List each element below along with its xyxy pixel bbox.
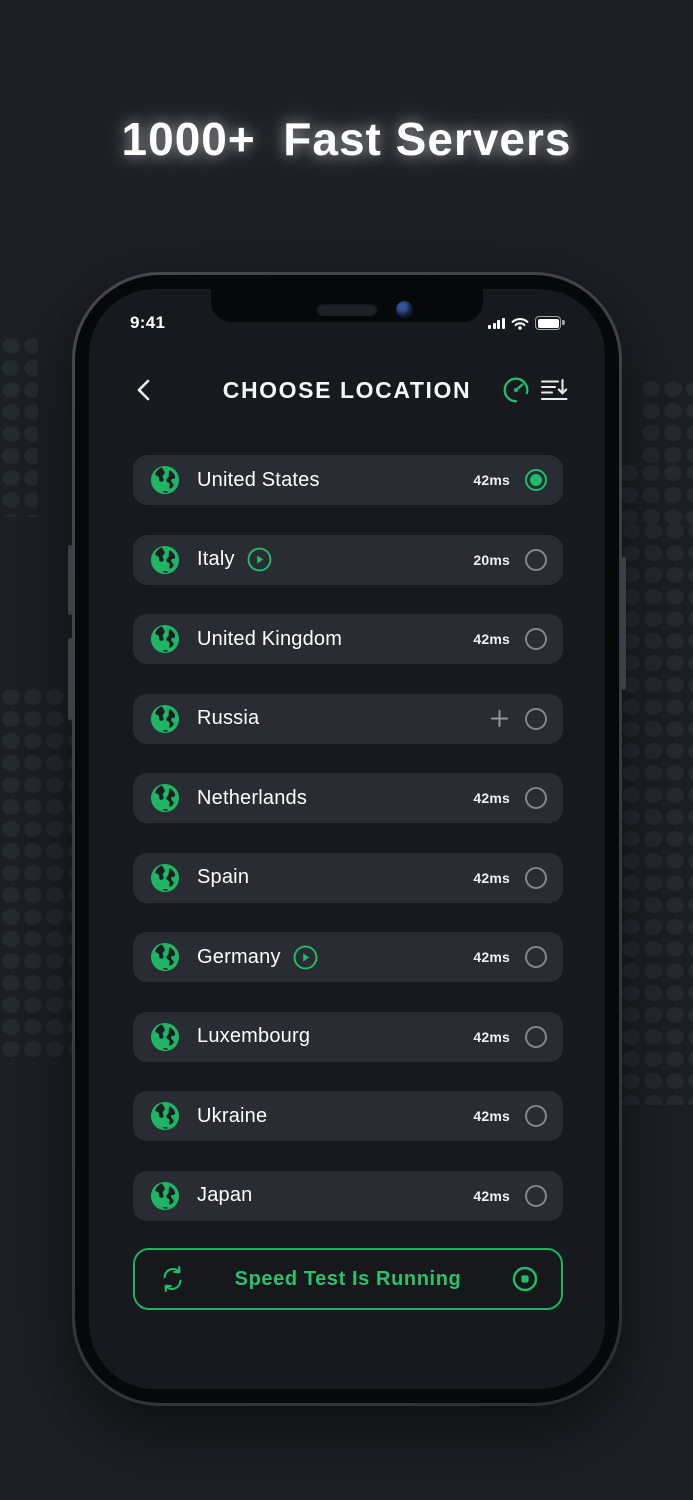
select-radio[interactable] [525,1025,547,1048]
server-name: Japan [197,1184,253,1206]
server-name: Russia [197,707,260,729]
back-button[interactable] [131,376,159,404]
speed-test-icon[interactable] [501,375,531,405]
globe-icon [150,545,180,574]
bg-dot-pattern [0,335,38,517]
select-radio[interactable] [525,787,547,809]
select-radio[interactable] [525,1184,547,1207]
play-icon[interactable] [293,945,318,970]
globe-icon [150,1101,180,1131]
server-row[interactable]: Netherlands 42ms [133,773,563,823]
server-row[interactable]: United States 42ms [133,455,563,505]
server-row[interactable]: Italy 20ms [133,534,563,585]
power-button [621,557,626,690]
globe-icon [150,942,180,972]
wifi-icon [511,317,529,330]
speaker-grille [316,303,378,316]
globe-icon [150,465,180,495]
ping-value: 42ms [473,1187,510,1204]
phone-mockup: 9:41 CHOOSE LOCAT [68,272,626,1406]
status-icons [488,316,565,330]
ping-value: 42ms [473,1028,510,1045]
play-icon[interactable] [247,547,272,572]
globe-icon [150,1181,180,1210]
notch [211,289,483,322]
cellular-signal-icon [488,317,505,329]
server-row[interactable]: United Kingdom 42ms [133,614,563,664]
ping-value: 42ms [473,1108,510,1124]
battery-icon [535,316,565,330]
bg-dot-pattern [640,378,693,473]
server-name: Netherlands [197,786,308,809]
server-row[interactable]: Luxembourg 42ms [133,1011,563,1062]
app-header: CHOOSE LOCATION [89,373,605,407]
globe-icon [150,783,180,813]
server-row[interactable]: Germany 42ms [133,932,563,982]
server-name: United States [197,468,320,491]
ping-value: 42ms [473,949,510,965]
stop-record-icon [512,1266,538,1292]
volume-up-button [68,545,73,615]
screen-title: CHOOSE LOCATION [222,377,472,403]
ping-value: 42ms [473,869,510,886]
status-time: 9:41 [130,313,166,332]
phone-screen: 9:41 CHOOSE LOCAT [89,289,605,1389]
globe-icon [150,1022,180,1051]
server-name: Germany [197,945,281,968]
status-bar: 9:41 [89,311,605,335]
server-name: Ukraine [197,1104,268,1127]
sort-icon[interactable] [540,377,568,403]
server-row[interactable]: Spain 42ms [133,852,563,903]
globe-icon [150,704,180,733]
server-row[interactable]: Japan 42ms [133,1170,563,1221]
front-camera [396,300,413,318]
select-radio[interactable] [525,628,547,650]
speed-test-button[interactable]: Speed Test Is Running [133,1248,563,1310]
server-name: Italy [197,548,235,570]
server-name: Luxembourg [197,1025,311,1047]
volume-down-button [68,638,73,720]
select-radio[interactable] [525,548,547,571]
phone-bezel: 9:41 CHOOSE LOCAT [75,275,619,1403]
select-radio[interactable] [525,1105,547,1127]
speed-test-label: Speed Test Is Running [234,1267,462,1290]
ping-value: 20ms [473,551,510,568]
select-radio[interactable] [525,707,547,730]
select-radio[interactable] [525,946,547,968]
server-name: United Kingdom [197,627,343,650]
page-title: 1000+ Fast Servers [121,113,572,165]
server-list: United States 42ms Italy 20ms [133,455,563,1221]
add-icon[interactable] [489,708,510,729]
server-row[interactable]: Russia [133,693,563,744]
select-radio[interactable] [525,469,547,491]
ping-value: 42ms [473,790,510,806]
ping-value: 42ms [473,631,510,647]
server-row[interactable]: Ukraine 42ms [133,1091,563,1141]
globe-icon [150,863,180,892]
ping-value: 42ms [473,472,510,488]
globe-icon [150,624,180,654]
server-name: Spain [197,866,250,888]
select-radio[interactable] [525,866,547,889]
refresh-icon [163,1265,182,1293]
